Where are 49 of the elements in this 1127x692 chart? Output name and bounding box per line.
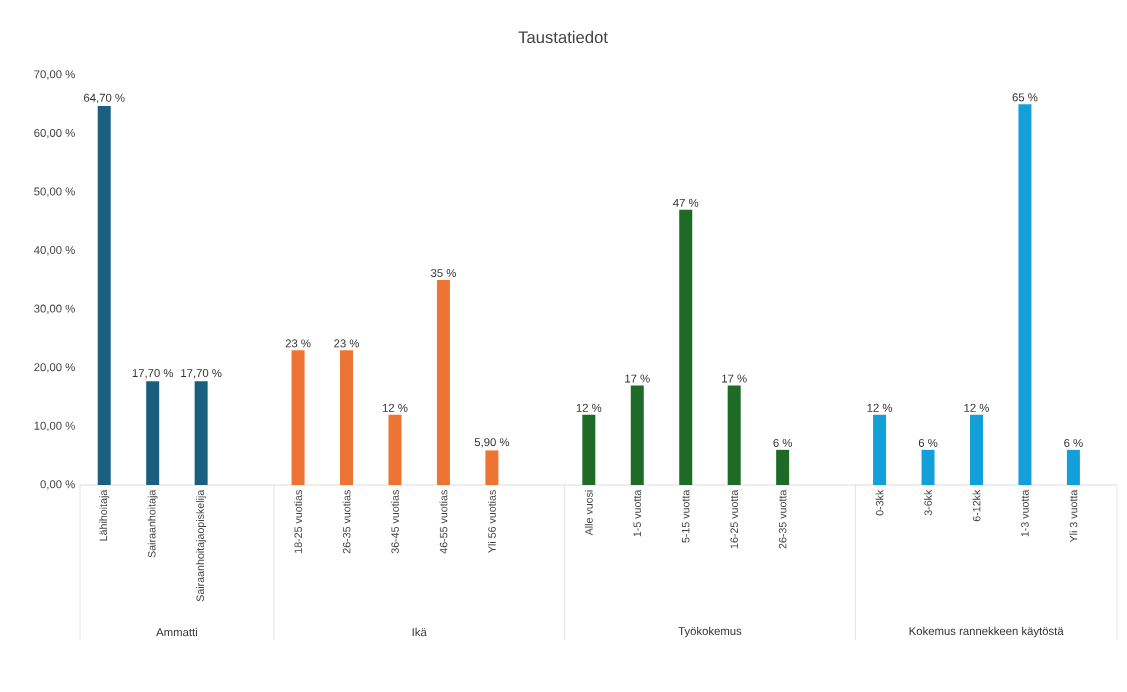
data-label: 12 % bbox=[576, 403, 602, 412]
data-label: 5,90 % bbox=[474, 438, 510, 448]
x-tick-label: 18-25 vuotias bbox=[294, 490, 302, 553]
x-tick-label: Sairaanhoitaja bbox=[147, 489, 158, 558]
y-tick-label: 10,00 % bbox=[34, 421, 75, 432]
data-label: 23 % bbox=[334, 339, 360, 348]
x-tick-label: Yli 56 vuotias bbox=[487, 490, 496, 553]
data-label: 6 % bbox=[918, 438, 938, 447]
x-tick-label: 46-55 vuotias bbox=[439, 490, 448, 554]
x-tick-label: 16-25 vuotta bbox=[730, 489, 738, 549]
data-label: 12 % bbox=[382, 403, 408, 412]
data-label: 47 % bbox=[673, 198, 699, 207]
data-label: 6 % bbox=[773, 438, 793, 447]
y-tick-label: 50,00 % bbox=[34, 187, 75, 197]
x-tick-label: 26-35 vuotta bbox=[778, 489, 787, 549]
y-tick-label: 20,00 % bbox=[34, 363, 75, 373]
data-label: 17,70 % bbox=[132, 369, 174, 379]
data-label: 6 % bbox=[1064, 438, 1083, 447]
y-tick-label: 60,00 % bbox=[34, 128, 75, 139]
data-label: 17 % bbox=[625, 374, 650, 383]
x-tick-label: Sairaanhoitajaopiskelija bbox=[196, 489, 207, 602]
chart-title: Taustatiedot bbox=[518, 30, 608, 44]
x-tick-label: Yli 3 vuotta bbox=[1069, 489, 1078, 543]
x-tick-label: 26-35 vuotias bbox=[342, 490, 351, 554]
y-tick-label: 40,00 % bbox=[33, 246, 75, 256]
y-tick-label: 70,00 % bbox=[34, 70, 75, 80]
data-label: 35 % bbox=[430, 269, 456, 278]
x-tick-label: Lähihoitaja bbox=[99, 489, 110, 541]
y-tick-label: 30,00 % bbox=[34, 304, 75, 314]
x-tick-label: 1-5 vuotta bbox=[633, 489, 641, 537]
data-label: 64,70 % bbox=[84, 93, 125, 104]
text: Työkokemus bbox=[678, 626, 742, 638]
data-label: 12 % bbox=[867, 403, 893, 412]
x-tick-label: 36-45 vuotias bbox=[391, 490, 399, 554]
data-label: 12 % bbox=[964, 403, 989, 412]
text: Ikä bbox=[412, 627, 427, 637]
x-tick-label: 3-6kk bbox=[924, 489, 932, 516]
data-label: 23 % bbox=[285, 339, 311, 348]
x-tick-label: 6-12kk bbox=[972, 489, 981, 522]
x-tick-label: 0-3kk bbox=[875, 489, 884, 516]
x-tick-label: 5-15 vuotta bbox=[682, 489, 690, 543]
text: Kokemus rannekkeen käytöstä bbox=[909, 626, 1064, 638]
data-label: 17 % bbox=[722, 374, 747, 383]
text: Ammatti bbox=[156, 627, 197, 637]
x-tick-label: 1-3 vuotta bbox=[1021, 489, 1029, 537]
x-tick-label: Alle vuosi bbox=[584, 490, 593, 536]
y-tick-label: 0,00 % bbox=[40, 480, 75, 490]
data-label: 17,70 % bbox=[181, 369, 222, 379]
data-label: 65 % bbox=[1012, 93, 1038, 102]
